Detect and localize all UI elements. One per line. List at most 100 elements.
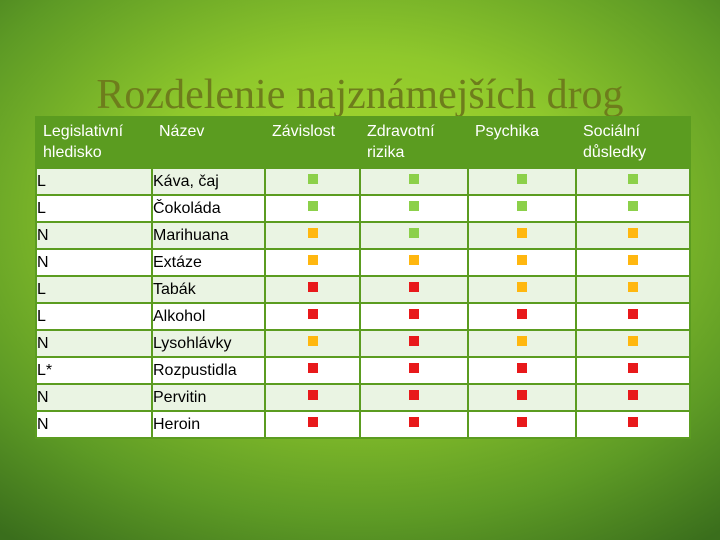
health-risks-cell [359,194,469,223]
drug-name: Rozpustidla [151,356,266,385]
legislative-category: L* [35,356,153,385]
high-risk-square [409,309,419,319]
psyche-cell [467,302,577,331]
legislative-category: L [35,167,153,196]
high-risk-square [409,417,419,427]
medium-risk-square [628,282,638,292]
health-risks-cell [359,275,469,304]
high-risk-square [517,390,527,400]
high-risk-square [307,363,318,373]
medium-risk-square [517,255,527,265]
low-risk-square [628,201,638,211]
medium-risk-square [517,282,527,292]
legislative-category: N [35,221,153,250]
psyche-cell [467,410,577,439]
addiction-cell [264,383,361,412]
drug-name: Tabák [151,275,266,304]
low-risk-square [517,201,527,211]
health-risks-cell [359,356,469,385]
medium-risk-square [628,255,638,265]
drug-name: Čokoláda [151,194,266,223]
high-risk-square [307,282,318,292]
psyche-cell [467,194,577,223]
legislative-category: L [35,275,153,304]
psyche-cell [467,383,577,412]
legislative-category: N [35,248,153,277]
psyche-cell [467,329,577,358]
medium-risk-square [307,255,318,265]
legislative-category: L [35,302,153,331]
high-risk-square [628,309,638,319]
legislative-category: L [35,194,153,223]
addiction-cell [264,275,361,304]
social-consequences-cell [575,275,691,304]
slide-title: Rozdelenie najznámejších drog [96,72,624,118]
health-risks-cell [359,410,469,439]
table-row: L Čokoláda [35,194,691,223]
medium-risk-square [517,228,527,238]
health-risks-cell [359,167,469,196]
addiction-cell [264,329,361,358]
medium-risk-square [628,228,638,238]
header-social-consequences: Sociální důsledky [575,116,691,169]
high-risk-square [409,282,419,292]
social-consequences-cell [575,383,691,412]
low-risk-square [517,174,527,184]
legislative-category: N [35,383,153,412]
social-consequences-cell [575,410,691,439]
drug-name: Pervitin [151,383,266,412]
table-row: L Alkohol [35,302,691,331]
table-header-row: Legislativní hledisko Název Závislost Zd… [35,116,691,169]
low-risk-square [307,201,318,211]
health-risks-cell [359,383,469,412]
table-row: N Pervitin [35,383,691,412]
high-risk-square [409,336,419,346]
high-risk-square [409,363,419,373]
social-consequences-cell [575,329,691,358]
table-body: L Káva, čaj L Čokoláda N Marihuana N Extáze L Tab… [35,167,691,439]
social-consequences-cell [575,221,691,250]
addiction-cell [264,302,361,331]
addiction-cell [264,356,361,385]
addiction-cell [264,221,361,250]
psyche-cell [467,221,577,250]
table-row: L Tabák [35,275,691,304]
header-legislative: Legislativní hledisko [35,116,153,169]
drug-name: Lysohlávky [151,329,266,358]
health-risks-cell [359,302,469,331]
psyche-cell [467,167,577,196]
medium-risk-square [517,336,527,346]
header-psyche: Psychika [467,116,577,169]
addiction-cell [264,248,361,277]
psyche-cell [467,275,577,304]
medium-risk-square [409,255,419,265]
legislative-category: N [35,329,153,358]
low-risk-square [409,228,419,238]
high-risk-square [307,417,318,427]
table-row: N Heroin [35,410,691,439]
table-row: N Extáze [35,248,691,277]
drug-name: Marihuana [151,221,266,250]
legislative-category: N [35,410,153,439]
drug-name: Káva, čaj [151,167,266,196]
health-risks-cell [359,248,469,277]
social-consequences-cell [575,194,691,223]
table-row: N Lysohlávky [35,329,691,358]
drug-name: Alkohol [151,302,266,331]
header-name: Název [151,116,266,169]
high-risk-square [628,363,638,373]
table-row: N Marihuana [35,221,691,250]
header-addiction: Závislost [264,116,361,169]
high-risk-square [517,309,527,319]
high-risk-square [307,390,318,400]
table-row: L* Rozpustidla [35,356,691,385]
drug-name: Heroin [151,410,266,439]
health-risks-cell [359,221,469,250]
high-risk-square [517,417,527,427]
table-row: L Káva, čaj [35,167,691,196]
high-risk-square [628,390,638,400]
addiction-cell [264,194,361,223]
high-risk-square [409,390,419,400]
health-risks-cell [359,329,469,358]
medium-risk-square [307,228,318,238]
